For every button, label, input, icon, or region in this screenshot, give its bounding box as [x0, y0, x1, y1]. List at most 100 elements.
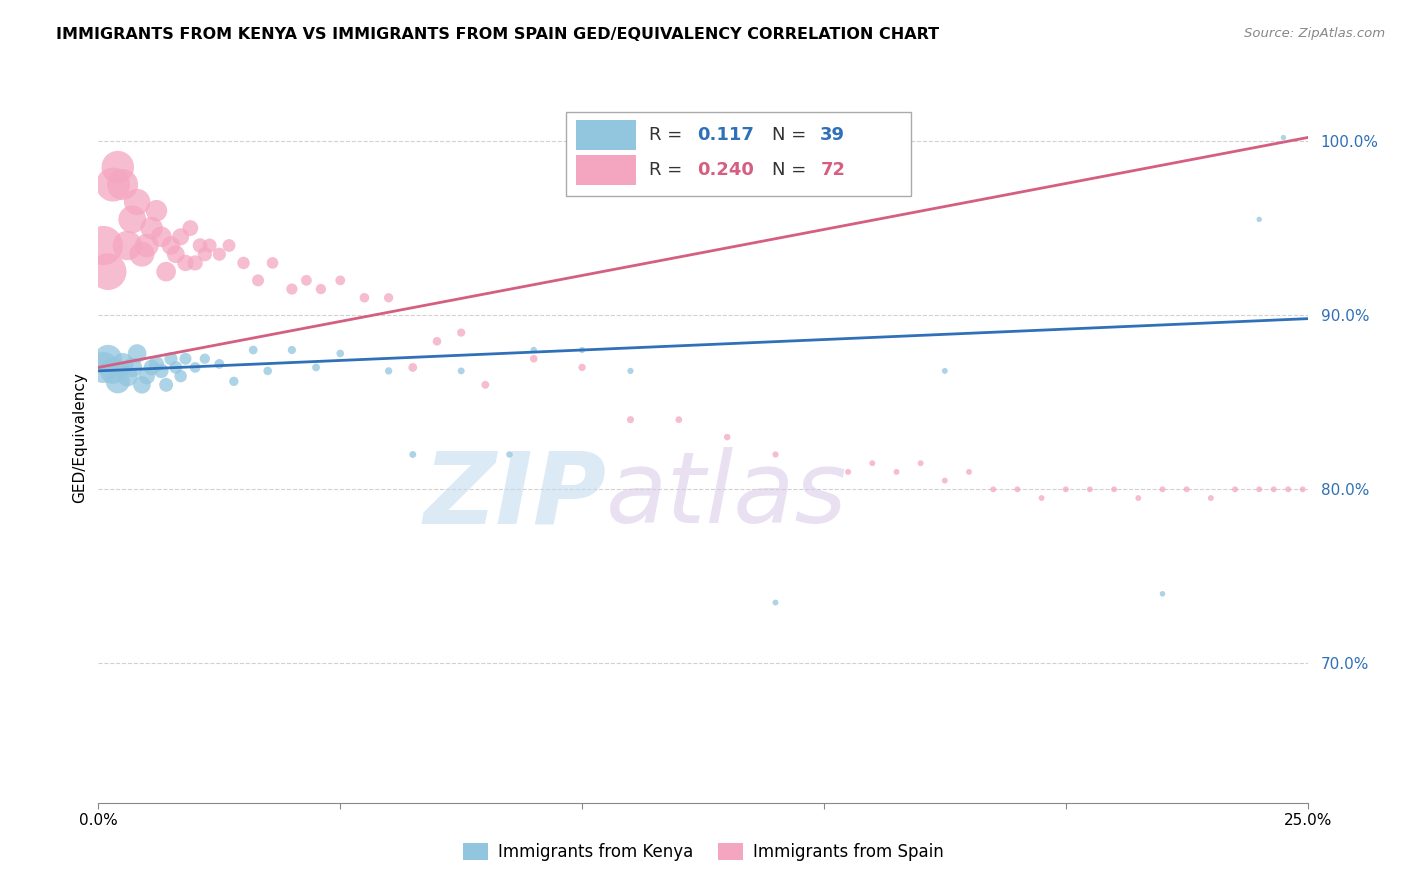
Point	[1152, 587, 1174, 601]
Point	[1031, 491, 1053, 505]
Point	[1249, 483, 1271, 497]
Point	[160, 351, 183, 366]
Point	[165, 360, 187, 375]
Point	[571, 343, 593, 357]
Text: N =: N =	[772, 161, 811, 179]
Point	[155, 377, 177, 392]
Point	[111, 357, 134, 371]
Point	[281, 282, 304, 296]
Point	[1354, 483, 1376, 497]
Point	[194, 247, 217, 261]
Point	[91, 360, 114, 375]
Point	[571, 360, 593, 375]
Point	[169, 369, 191, 384]
Point	[377, 364, 399, 378]
Point	[1152, 483, 1174, 497]
Point	[135, 369, 157, 384]
Text: R =: R =	[648, 126, 688, 144]
Point	[1175, 483, 1198, 497]
Point	[127, 194, 149, 209]
Point	[91, 238, 114, 252]
Point	[523, 351, 546, 366]
Point	[208, 247, 231, 261]
Point	[1292, 483, 1315, 497]
Point	[121, 360, 143, 375]
FancyBboxPatch shape	[576, 120, 637, 150]
Point	[957, 465, 980, 479]
Point	[107, 160, 129, 174]
Point	[194, 351, 217, 366]
Point	[450, 364, 472, 378]
Point	[498, 448, 520, 462]
FancyBboxPatch shape	[576, 155, 637, 185]
Point	[97, 351, 120, 366]
Text: Source: ZipAtlas.com: Source: ZipAtlas.com	[1244, 27, 1385, 40]
Point	[329, 346, 352, 360]
Point	[155, 265, 177, 279]
Point	[145, 203, 167, 218]
Point	[1078, 483, 1101, 497]
Point	[1102, 483, 1125, 497]
Point	[402, 360, 425, 375]
Point	[97, 265, 120, 279]
Point	[305, 360, 328, 375]
Point	[165, 247, 187, 261]
Text: 39: 39	[820, 126, 845, 144]
Point	[107, 375, 129, 389]
Point	[121, 212, 143, 227]
Point	[1364, 483, 1386, 497]
Point	[910, 456, 932, 470]
Point	[1374, 483, 1396, 497]
Point	[765, 448, 787, 462]
Point	[150, 229, 173, 244]
Point	[145, 357, 167, 371]
Point	[179, 221, 201, 235]
Point	[127, 346, 149, 360]
Point	[981, 483, 1004, 497]
Point	[169, 229, 191, 244]
Point	[668, 412, 690, 426]
Point	[934, 474, 956, 488]
Text: ZIP: ZIP	[423, 447, 606, 544]
Point	[886, 465, 908, 479]
Point	[247, 273, 270, 287]
Point	[426, 334, 449, 349]
Point	[150, 364, 173, 378]
Point	[1223, 483, 1246, 497]
Point	[353, 291, 375, 305]
Text: 0.240: 0.240	[697, 161, 754, 179]
Point	[1249, 212, 1271, 227]
Point	[218, 238, 240, 252]
Point	[160, 238, 183, 252]
Point	[1277, 483, 1299, 497]
Point	[141, 221, 163, 235]
Point	[101, 178, 124, 192]
Point	[474, 377, 496, 392]
Point	[329, 273, 352, 287]
Point	[131, 377, 153, 392]
Point	[131, 247, 153, 261]
Point	[377, 291, 399, 305]
Point	[208, 357, 231, 371]
Point	[619, 412, 641, 426]
Point	[174, 351, 197, 366]
Point	[242, 343, 264, 357]
Point	[837, 465, 859, 479]
Text: N =: N =	[772, 126, 811, 144]
Text: atlas: atlas	[606, 447, 848, 544]
Point	[450, 326, 472, 340]
Point	[619, 364, 641, 378]
Point	[174, 256, 197, 270]
Point	[222, 375, 245, 389]
Point	[1344, 483, 1367, 497]
Point	[402, 448, 425, 462]
Point	[188, 238, 211, 252]
Point	[1336, 483, 1358, 497]
Point	[111, 178, 134, 192]
Text: R =: R =	[648, 161, 688, 179]
Point	[295, 273, 318, 287]
FancyBboxPatch shape	[567, 112, 911, 195]
Point	[198, 238, 221, 252]
Point	[184, 256, 207, 270]
Point	[101, 364, 124, 378]
